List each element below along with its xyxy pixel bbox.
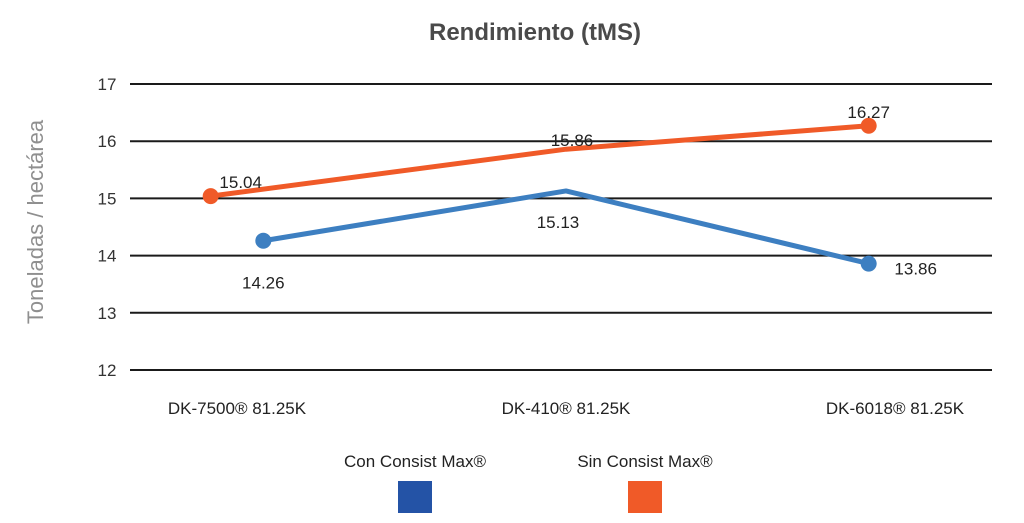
y-tick-label: 12	[98, 361, 117, 380]
y-tick-label: 17	[98, 75, 117, 94]
y-axis-label: Toneladas / hectárea	[23, 119, 48, 324]
x-tick-labels: DK-7500® 81.25K DK-410® 81.25K DK-6018® 81…	[168, 399, 965, 418]
legend-swatch	[628, 481, 662, 513]
y-tick-label: 16	[98, 132, 117, 151]
legend-label: Con Consist Max®	[344, 452, 486, 471]
legend-swatch	[398, 481, 432, 513]
gridlines	[130, 83, 992, 371]
data-label: 15.13	[537, 213, 580, 232]
data-point	[860, 255, 877, 272]
series-lines	[202, 117, 877, 272]
data-point	[202, 188, 219, 205]
data-point	[860, 117, 877, 134]
y-tick-labels: 17 16 15 14 13 12	[98, 75, 117, 380]
series-line	[208, 123, 872, 199]
data-label: 15.04	[219, 173, 262, 192]
x-tick-label: DK-410® 81.25K	[502, 399, 631, 418]
chart-title: Rendimiento (tMS)	[429, 19, 641, 46]
y-tick-label: 13	[98, 304, 117, 323]
data-label: 14.26	[242, 274, 285, 293]
data-label: 15.86	[551, 131, 594, 150]
y-tick-label: 15	[98, 189, 117, 208]
y-tick-label: 14	[98, 247, 117, 266]
series-line	[260, 188, 872, 267]
data-point	[255, 232, 272, 249]
x-tick-label: DK-6018® 81.25K	[826, 399, 965, 418]
legend: Con Consist Max® Sin Consist Max®	[344, 452, 713, 513]
data-label: 16.27	[847, 103, 890, 122]
data-labels: 14.26 15.13 13.86 15.04 15.86 16.27	[219, 103, 937, 293]
legend-label: Sin Consist Max®	[577, 452, 713, 471]
x-tick-label: DK-7500® 81.25K	[168, 399, 307, 418]
data-label: 13.86	[894, 260, 937, 279]
